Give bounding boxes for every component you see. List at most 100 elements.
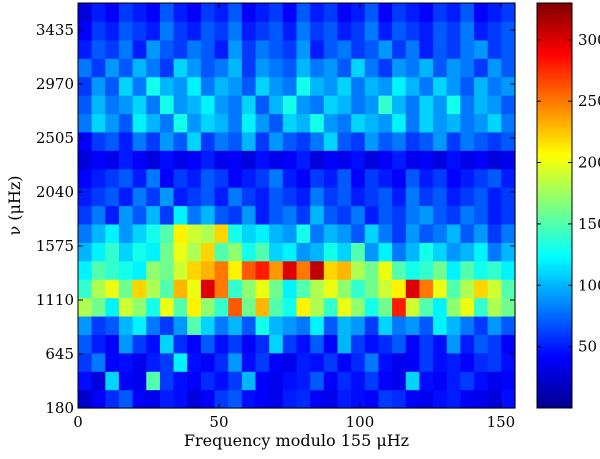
heatmap-cell bbox=[474, 58, 489, 78]
heatmap-cell bbox=[132, 297, 147, 317]
heatmap-cell bbox=[187, 150, 202, 170]
heatmap-cell bbox=[159, 371, 175, 391]
heatmap-cell bbox=[378, 334, 393, 354]
heatmap-cell bbox=[118, 297, 134, 317]
heatmap-cell bbox=[255, 131, 270, 151]
heatmap-cell bbox=[187, 3, 202, 23]
heatmap-cell bbox=[187, 315, 202, 335]
heatmap-cell bbox=[351, 223, 366, 243]
heatmap-cell bbox=[105, 352, 120, 372]
heatmap-cell bbox=[460, 315, 475, 335]
heatmap-cell bbox=[214, 76, 229, 96]
heatmap-cell bbox=[433, 352, 448, 372]
heatmap-cell bbox=[296, 279, 311, 299]
heatmap-cell bbox=[173, 371, 188, 391]
heatmap-cell bbox=[282, 279, 298, 299]
heatmap-cell bbox=[487, 3, 502, 23]
heatmap-cell bbox=[200, 223, 216, 243]
heatmap-cell bbox=[419, 95, 434, 115]
heatmap-cell bbox=[310, 352, 325, 372]
heatmap-cell bbox=[105, 315, 120, 335]
heatmap-cell bbox=[282, 334, 298, 354]
heatmap-cell bbox=[446, 205, 461, 225]
heatmap-cell bbox=[433, 150, 448, 170]
heatmap-cell bbox=[487, 352, 502, 372]
heatmap-cell bbox=[474, 131, 489, 151]
heatmap-cell bbox=[474, 279, 489, 299]
heatmap-cell bbox=[405, 389, 421, 409]
heatmap-cell bbox=[296, 187, 311, 207]
x-tick-label: 150 bbox=[487, 413, 516, 431]
heatmap-cell bbox=[187, 371, 202, 391]
heatmap-cell bbox=[78, 187, 93, 207]
heatmap-cell bbox=[241, 3, 257, 23]
heatmap-cell bbox=[91, 352, 106, 372]
heatmap-cell bbox=[187, 113, 202, 133]
heatmap-cell bbox=[241, 168, 257, 188]
heatmap-cell bbox=[296, 334, 311, 354]
x-tick-label: 100 bbox=[346, 413, 375, 431]
heatmap-cell bbox=[214, 205, 229, 225]
heatmap-cell bbox=[173, 279, 188, 299]
heatmap-cell bbox=[419, 371, 434, 391]
heatmap-cell bbox=[405, 223, 421, 243]
heatmap-cell bbox=[228, 371, 243, 391]
heatmap-cell bbox=[364, 371, 380, 391]
heatmap-cell bbox=[419, 113, 434, 133]
heatmap-cell bbox=[419, 297, 434, 317]
heatmap-cell bbox=[419, 205, 434, 225]
heatmap-cell bbox=[351, 168, 366, 188]
heatmap-cell bbox=[323, 389, 339, 409]
heatmap-cell bbox=[337, 389, 352, 409]
heatmap-cell bbox=[78, 371, 93, 391]
heatmap-cell bbox=[187, 389, 202, 409]
heatmap-cell bbox=[310, 371, 325, 391]
heatmap-cell bbox=[405, 205, 421, 225]
heatmap-cell bbox=[446, 315, 461, 335]
heatmap-cell bbox=[269, 113, 284, 133]
heatmap-cell bbox=[132, 21, 147, 41]
heatmap-cell bbox=[118, 21, 134, 41]
heatmap-cell bbox=[433, 187, 448, 207]
heatmap-cell bbox=[351, 205, 366, 225]
heatmap-cell bbox=[173, 168, 188, 188]
heatmap-cell bbox=[392, 21, 407, 41]
heatmap-cell bbox=[146, 315, 161, 335]
heatmap-cell bbox=[446, 389, 461, 409]
heatmap-cell bbox=[419, 187, 434, 207]
heatmap-cell bbox=[337, 95, 352, 115]
heatmap-cell bbox=[200, 352, 216, 372]
heatmap-cell bbox=[241, 242, 257, 262]
heatmap-cell bbox=[296, 168, 311, 188]
heatmap-cell bbox=[132, 58, 147, 78]
heatmap-cell bbox=[364, 150, 380, 170]
heatmap-cell bbox=[105, 168, 120, 188]
heatmap-cell bbox=[132, 113, 147, 133]
heatmap-cell bbox=[214, 242, 229, 262]
heatmap-cell bbox=[282, 242, 298, 262]
heatmap-cell bbox=[173, 3, 188, 23]
heatmap-cell bbox=[446, 279, 461, 299]
heatmap-cell bbox=[200, 21, 216, 41]
heatmap-cell bbox=[282, 150, 298, 170]
heatmap-cell bbox=[296, 242, 311, 262]
heatmap-cell bbox=[118, 242, 134, 262]
heatmap-cell bbox=[200, 371, 216, 391]
heatmap-cell bbox=[392, 168, 407, 188]
heatmap-cell bbox=[132, 389, 147, 409]
heatmap-cell bbox=[228, 242, 243, 262]
heatmap-cell bbox=[255, 76, 270, 96]
heatmap-cell bbox=[351, 3, 366, 23]
heatmap-cell bbox=[474, 389, 489, 409]
heatmap-cell bbox=[255, 95, 270, 115]
heatmap-cell bbox=[214, 168, 229, 188]
heatmap-cell bbox=[228, 76, 243, 96]
heatmap-cell bbox=[310, 3, 325, 23]
heatmap-cell bbox=[323, 260, 339, 280]
heatmap-cell bbox=[337, 315, 352, 335]
heatmap-cell bbox=[187, 223, 202, 243]
heatmap-cell bbox=[337, 58, 352, 78]
heatmap-cell bbox=[405, 95, 421, 115]
heatmap-cell bbox=[501, 279, 516, 299]
heatmap-cell bbox=[351, 315, 366, 335]
